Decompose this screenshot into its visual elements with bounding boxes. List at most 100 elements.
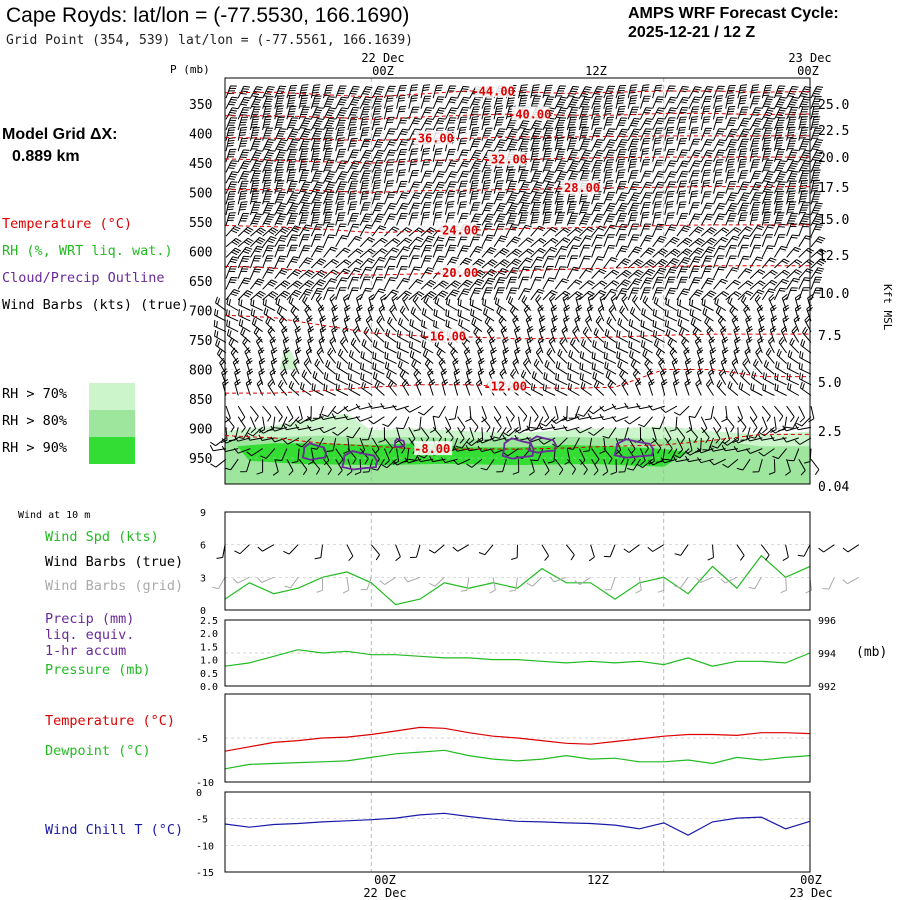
- wind-barb: [286, 94, 297, 109]
- wind-barb: [566, 106, 579, 120]
- wind-barb: [700, 202, 714, 216]
- wind-barb: [798, 138, 810, 152]
- pressure-tick-label: 992: [818, 682, 836, 693]
- wind-barb: [798, 405, 806, 423]
- wind-barb: [786, 149, 799, 163]
- wind-barb: [269, 368, 277, 385]
- wind-barb: [396, 149, 408, 162]
- wind-barb: [794, 293, 802, 311]
- wind-barb: [220, 427, 228, 444]
- wind-barb: [700, 139, 714, 152]
- wind-barb: [761, 279, 778, 290]
- wind-barb: [525, 315, 533, 332]
- wind-barb: [286, 289, 302, 301]
- wind-barb: [810, 202, 823, 216]
- wind-barb: [518, 266, 531, 279]
- wind-barb: [469, 116, 479, 131]
- wind-barb: [481, 169, 492, 184]
- wind-barb: [493, 223, 506, 237]
- wind-barb: [286, 192, 300, 205]
- wind-barb: [286, 244, 298, 258]
- wind-barb: [696, 347, 704, 364]
- wind-barb: [551, 315, 558, 332]
- wind-barb: [676, 298, 690, 311]
- wind-barb-grid-10m: [526, 576, 543, 587]
- wind-barb: [396, 169, 406, 184]
- wind-barb: [676, 96, 690, 109]
- height-tick-label: 12.5: [818, 249, 849, 264]
- wind-barb: [237, 266, 250, 279]
- wind-barb: [615, 94, 626, 109]
- wind-barb: [627, 117, 641, 131]
- model-grid-value: 0.889 km: [12, 148, 80, 165]
- wind-barb: [408, 192, 422, 205]
- wind-barb: [639, 147, 650, 162]
- wind-barb-true-10m: [314, 544, 323, 560]
- wind-barb: [335, 212, 346, 226]
- wind-barb: [310, 95, 322, 109]
- wind-barb: [603, 169, 613, 184]
- pressure-tick-label: 950: [189, 452, 212, 467]
- wind-barb: [535, 347, 544, 364]
- wind-barb: [347, 248, 364, 258]
- wind-barb: [638, 416, 653, 428]
- wind-barb: [782, 436, 799, 443]
- wind-barb: [457, 190, 467, 205]
- pressure-tick-label: 350: [189, 98, 212, 113]
- wind-barb: [293, 357, 300, 375]
- wind-barb: [335, 148, 346, 162]
- wind-tick-label: 6: [200, 541, 206, 552]
- grid-point: Grid Point (354, 539) lat/lon = (-77.556…: [6, 33, 413, 48]
- wind-barb: [518, 257, 533, 269]
- wind-barb: [396, 128, 409, 141]
- wind-barb: [700, 159, 713, 173]
- wind-barb: [627, 128, 641, 141]
- wind-barb: [664, 236, 680, 248]
- wind-barb: [789, 337, 800, 354]
- wind-barb: [566, 149, 579, 163]
- wind-barb: [429, 416, 437, 434]
- wind-barb: [762, 383, 775, 396]
- wind-barb: [275, 448, 288, 461]
- pressure-tick-label: 850: [189, 393, 212, 408]
- pressure-unit: (mb): [856, 645, 887, 660]
- wind-barb: [603, 202, 617, 216]
- wind-barb: [469, 258, 486, 269]
- wind-barb: [310, 181, 324, 194]
- wind-barb: [505, 405, 515, 422]
- wind-barb: [688, 256, 702, 269]
- wind-barb: [237, 427, 251, 439]
- wind-barb: [250, 308, 263, 322]
- wind-barb: [323, 246, 338, 258]
- wind-barb: [225, 117, 238, 131]
- wind-barb: [639, 159, 651, 173]
- wind-barb: [312, 405, 324, 419]
- wind-barb: [798, 179, 809, 194]
- wind-barb: [481, 127, 493, 141]
- wind-barb: [432, 181, 446, 194]
- wind-barb-true-10m: [603, 544, 616, 558]
- wind-barb: [493, 202, 507, 216]
- wind-barb: [319, 426, 336, 434]
- pressure-tick-label: 800: [189, 364, 212, 379]
- wind-barb-true-10m: [647, 544, 665, 552]
- wind-barb: [298, 192, 312, 205]
- wind-barb: [700, 169, 711, 184]
- wind-barb: [457, 298, 471, 311]
- wind-barb-grid-10m: [604, 577, 616, 591]
- wind-barb: [493, 105, 504, 120]
- wind-barb: [713, 180, 724, 194]
- wind-barb: [774, 269, 790, 279]
- wind-barb: [256, 459, 264, 475]
- wind-barb: [457, 427, 465, 444]
- wind-barb: [310, 107, 324, 120]
- wind-barb: [249, 126, 260, 141]
- wind-barb: [563, 304, 571, 322]
- wind-barb: [542, 148, 553, 162]
- wind-barb: [542, 211, 553, 226]
- wind-barb: [795, 416, 812, 427]
- wind-barb: [700, 416, 708, 434]
- wind-barb: [383, 85, 396, 99]
- wind-barb: [627, 138, 640, 152]
- wind-barb: [761, 234, 774, 247]
